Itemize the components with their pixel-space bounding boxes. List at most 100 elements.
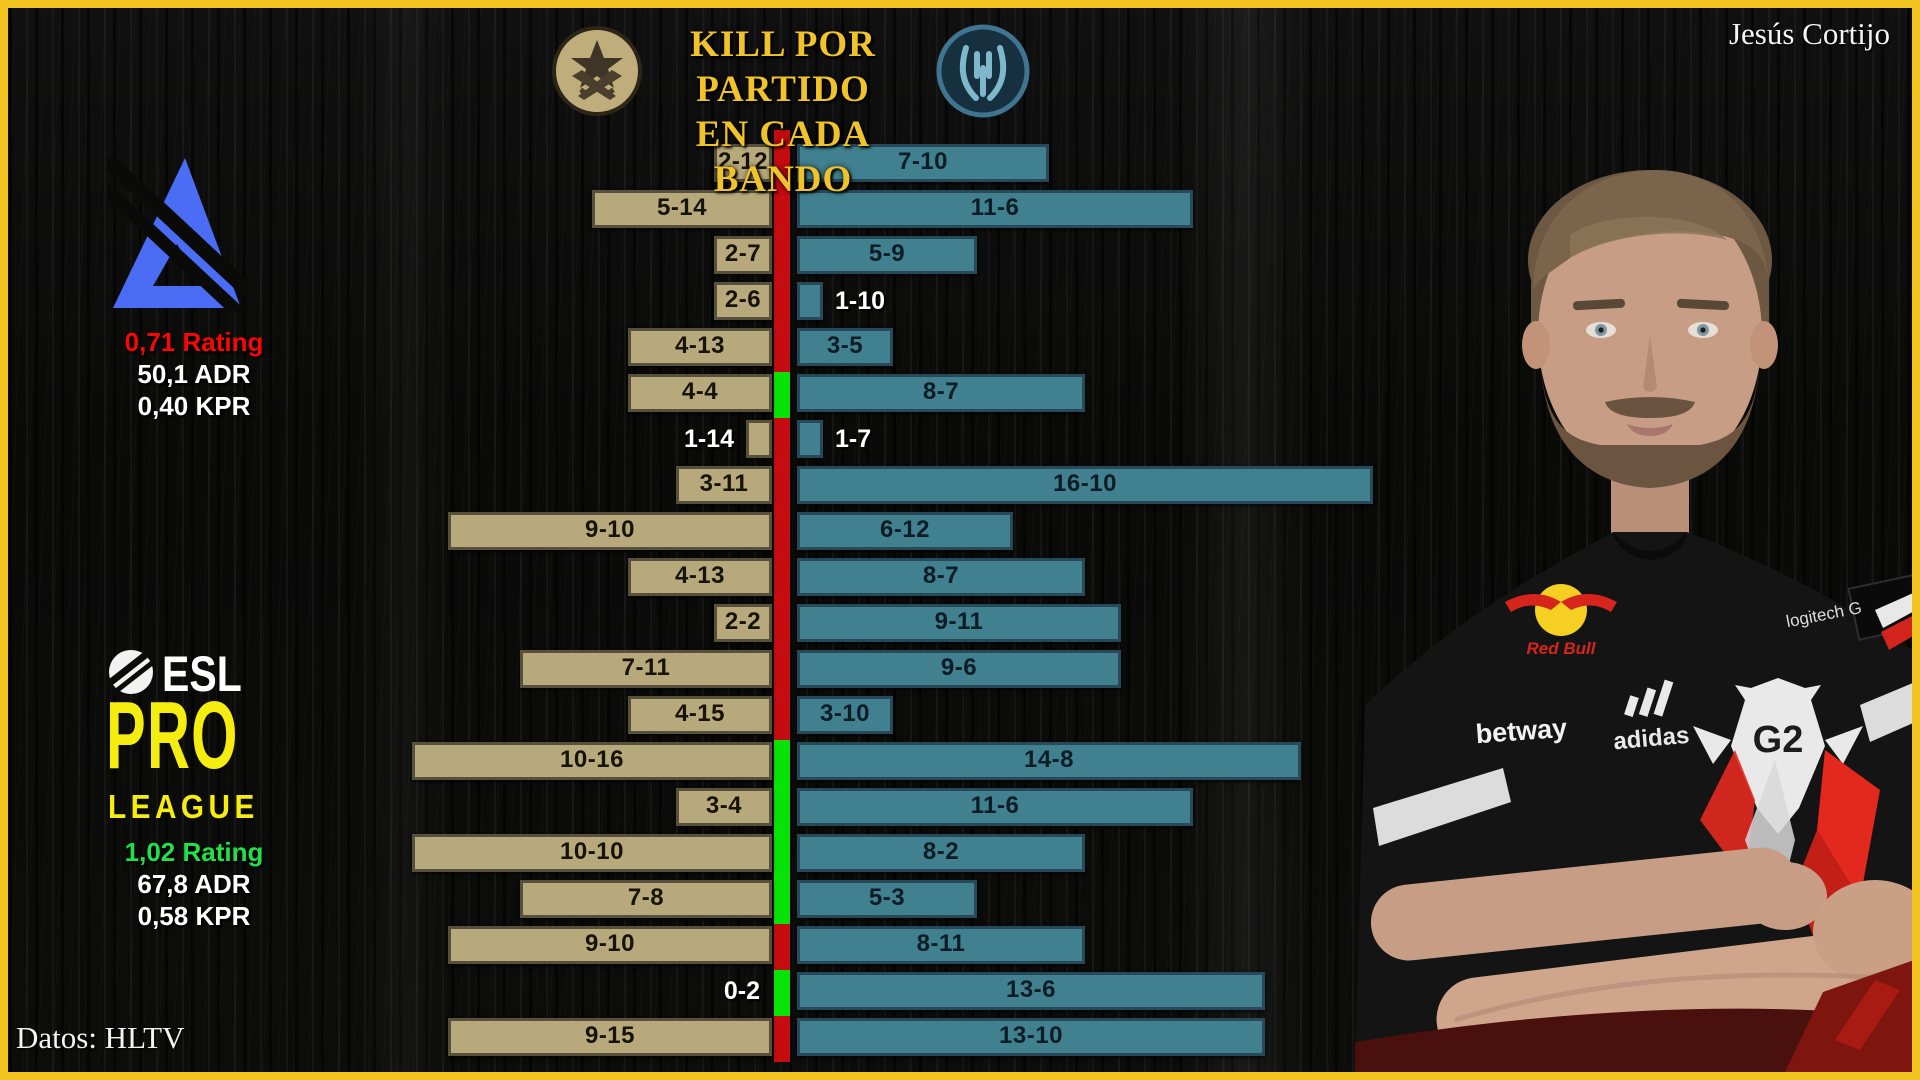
axis-segment (774, 130, 790, 142)
axis-segment-red (774, 648, 790, 694)
chart-title: KILL POR PARTIDO EN CADA BANDO (630, 22, 936, 202)
t-label: 3-11 (699, 470, 749, 497)
ct-bar (797, 328, 893, 366)
ct-label: 11-6 (970, 792, 1020, 819)
ct-label: 8-2 (922, 838, 960, 865)
axis-segment-green (774, 740, 790, 786)
t-label: 4-15 (674, 700, 726, 727)
t-label: 5-14 (656, 194, 708, 221)
t-label: 7-8 (627, 884, 665, 911)
t-label: 2-2 (724, 608, 762, 635)
ct-label: 5-3 (868, 884, 906, 911)
ct-bar (797, 236, 977, 274)
ct-label: 8-7 (922, 378, 960, 405)
esl-pro: PRO (106, 682, 239, 789)
t-label: 9-15 (584, 1022, 636, 1049)
t-bar (628, 328, 772, 366)
axis-segment-red (774, 924, 790, 970)
ct-bar (797, 926, 1085, 964)
t-bar (592, 190, 772, 228)
t-bar (412, 742, 772, 780)
ct-bar (797, 788, 1193, 826)
axis-segment-red (774, 280, 790, 326)
esl-stats: 1,02 Rating 67,8 ADR 0,58 KPR (84, 836, 304, 932)
t-bar (714, 282, 772, 320)
ct-label: 1-10 (835, 287, 886, 315)
axis-segment-red (774, 326, 790, 372)
ct-label: 3-10 (819, 700, 871, 727)
axis-segment-green (774, 786, 790, 832)
author-credit: Jesús Cortijo (1728, 16, 1890, 51)
terrorist-badge-icon (552, 26, 642, 116)
t-bar (520, 880, 772, 918)
ct-bar (797, 374, 1085, 412)
t-bar (676, 788, 772, 826)
t-label: 4-4 (681, 378, 719, 405)
esl-league: LEAGUE (108, 788, 259, 825)
title-line-1: KILL POR PARTIDO (690, 24, 876, 110)
adidas-logo (1624, 679, 1674, 718)
t-bar (714, 144, 772, 182)
axis-segment-green (774, 372, 790, 418)
t-bar (520, 650, 772, 688)
data-source: Datos: HLTV (16, 1020, 185, 1055)
blast-logo (89, 142, 278, 350)
ct-label: 5-9 (868, 240, 906, 267)
blast-rating: 0,71 Rating (124, 327, 264, 357)
t-bar (448, 512, 772, 550)
axis-segment-red (774, 602, 790, 648)
t-bar (628, 696, 772, 734)
t-label: 7-11 (621, 654, 671, 681)
axis-segment-red (774, 142, 790, 188)
ct-label: 14-8 (1023, 746, 1075, 773)
t-bar (676, 466, 772, 504)
t-bar (448, 926, 772, 964)
ct-label: 13-6 (1005, 976, 1057, 1003)
ct-bar (797, 742, 1301, 780)
t-label: 1-14 (683, 425, 734, 453)
ct-label: 9-11 (934, 608, 984, 635)
ct-label: 1-7 (835, 425, 872, 453)
axis-segment-red (774, 418, 790, 464)
red-bull-logo (1535, 584, 1587, 636)
axis-segment-red (774, 556, 790, 602)
title-line-2: EN CADA BANDO (695, 114, 871, 200)
ct-bar (797, 972, 1265, 1010)
ct-bar (797, 420, 823, 458)
g2-logo: G2 (1693, 678, 1863, 834)
ct-bar (797, 834, 1085, 872)
t-label: 2-6 (724, 286, 762, 313)
axis-segment-red (774, 188, 790, 234)
ct-bar (797, 880, 977, 918)
ct-bar (797, 190, 1193, 228)
t-bar (448, 1018, 772, 1056)
axis-segment-red (774, 234, 790, 280)
player-photo: Red Bull betway adidas logitech G G2 (1355, 140, 1920, 1072)
esl-logo-icon (101, 646, 160, 700)
t-label: 10-16 (560, 746, 624, 773)
t-label: 4-13 (674, 332, 726, 359)
red-bull-text: Red Bull (1527, 639, 1597, 658)
ct-label: 6-12 (879, 516, 931, 543)
t-label: 3-4 (705, 792, 743, 819)
ct-bar (797, 282, 823, 320)
ct-bar (797, 696, 893, 734)
t-bar (628, 374, 772, 412)
ct-label: 13-10 (999, 1022, 1063, 1049)
axis-segment-red (774, 510, 790, 556)
esl-kpr: 0,58 KPR (137, 901, 251, 931)
blast-stats: 0,71 Rating 50,1 ADR 0,40 KPR (84, 326, 304, 422)
ct-badge-icon (936, 24, 1030, 118)
axis-segment-green (774, 878, 790, 924)
ct-bar (797, 466, 1373, 504)
ct-label: 3-5 (826, 332, 864, 359)
ct-bar (797, 144, 1049, 182)
svg-text:G2: G2 (1753, 719, 1804, 761)
blast-adr: 50,1 ADR (137, 359, 251, 389)
t-bar (714, 236, 772, 274)
t-label: 9-10 (584, 516, 636, 543)
t-label: 9-10 (584, 930, 636, 957)
esl-word: ESL (162, 646, 242, 702)
